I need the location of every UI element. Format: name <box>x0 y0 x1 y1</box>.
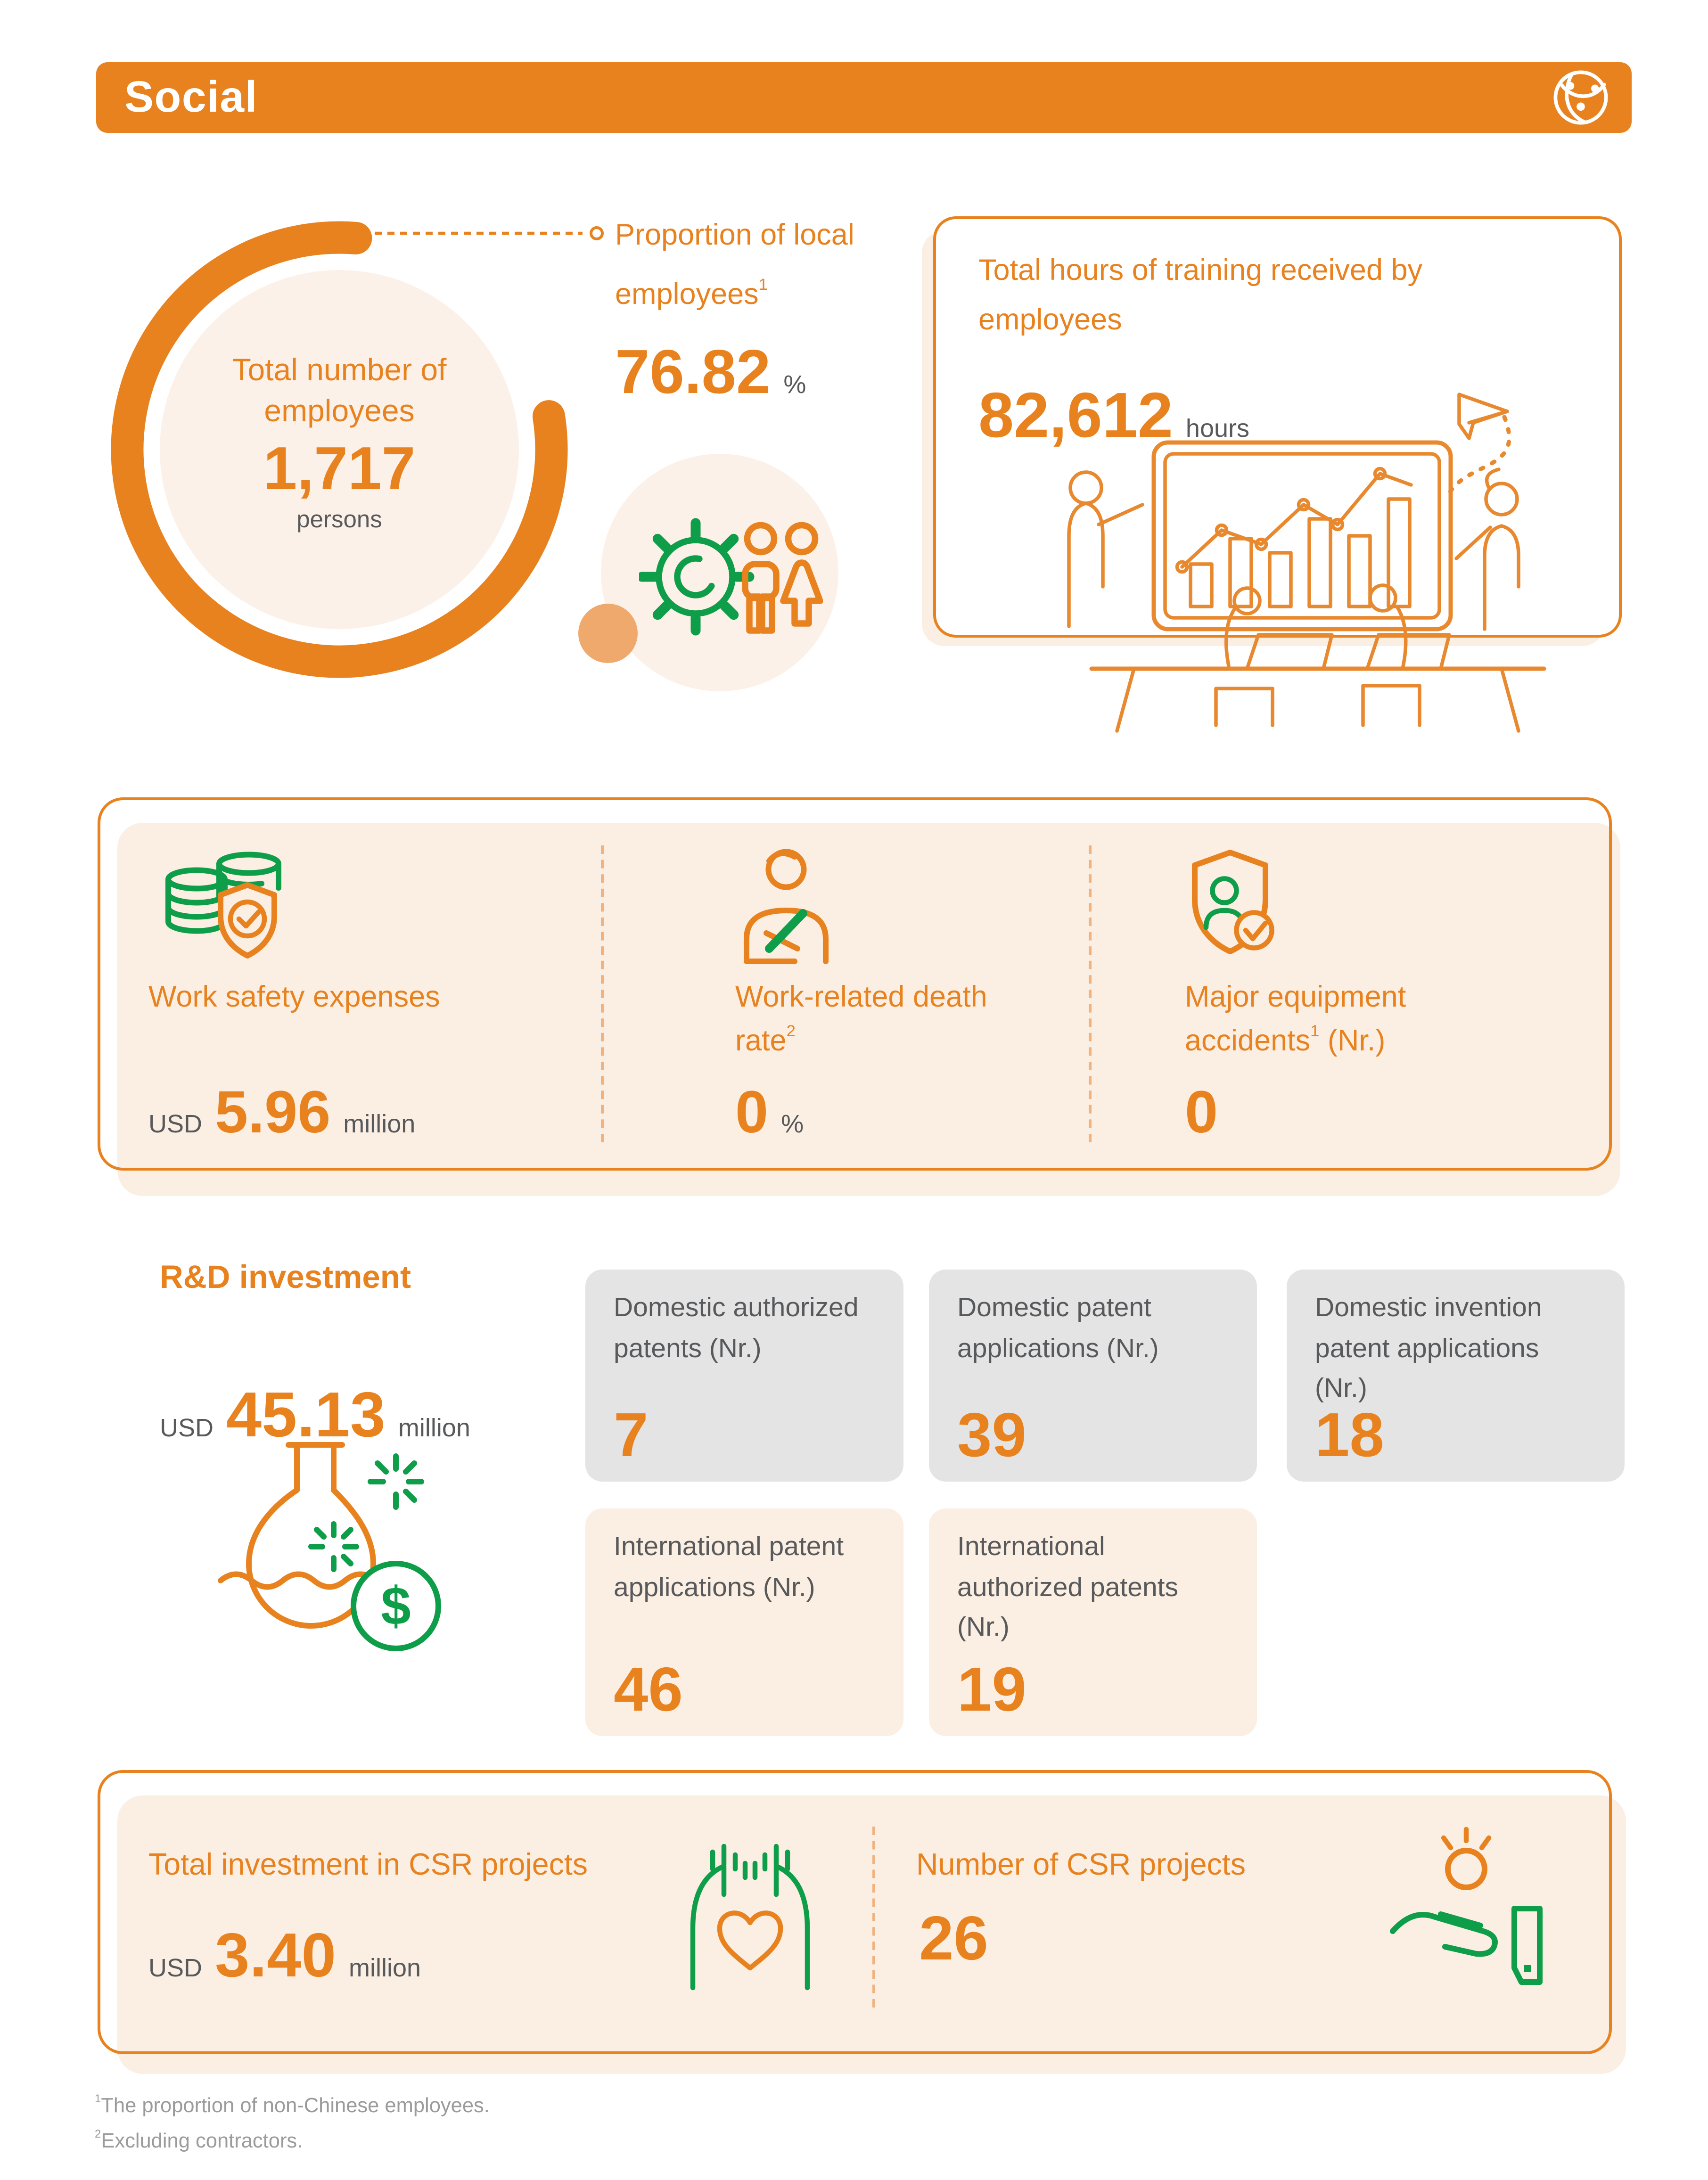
footnote-1: 1The proportion of non-Chinese employees… <box>95 2092 490 2118</box>
safety-divider-2 <box>1089 845 1092 1142</box>
local-employees-label: Proportion of local employees1 <box>615 219 854 311</box>
csr-projects-value: 26 <box>919 1908 988 1971</box>
patent-box-domestic-invention: Domestic invention patent applications (… <box>1287 1270 1625 1482</box>
header-bar: Social <box>96 62 1632 133</box>
work-safety-number: 5.96 <box>215 1079 331 1145</box>
page-title: Social <box>124 72 258 122</box>
employees-total-value: 1,717 <box>263 435 416 504</box>
globe-network-icon <box>1550 66 1612 129</box>
patent-label: Domestic patent applications (Nr.) <box>957 1294 1159 1364</box>
work-safety-prefix: USD <box>148 1110 203 1138</box>
sparkle-2 <box>308 1521 359 1572</box>
equipment-accidents-label: Major equipment accidents1 (Nr.) <box>1185 981 1406 1058</box>
local-employees-stat: Proportion of local employees1 76.82 % <box>615 206 884 404</box>
flask-dollar-icon: $ <box>215 1439 448 1665</box>
shield-person-check-icon <box>1182 845 1278 964</box>
safety-divider-1 <box>601 845 604 1142</box>
rnd-suffix: million <box>398 1414 470 1442</box>
local-employees-unit: % <box>783 370 806 399</box>
patent-box-intl-applications: International patent applications (Nr.) … <box>585 1508 903 1736</box>
safety-box-frame <box>98 797 1612 1171</box>
csr-investment-suffix: million <box>348 1954 421 1982</box>
hand-coin-icon <box>1379 1824 1555 1993</box>
patent-value: 18 <box>1315 1401 1384 1470</box>
patent-box-domestic-authorized: Domestic authorized patents (Nr.) 7 <box>585 1270 903 1482</box>
work-safety-label: Work safety expenses <box>148 981 440 1014</box>
employees-donut <box>102 212 577 687</box>
csr-projects-label: Number of CSR projects <box>916 1848 1246 1882</box>
employees-total-label: Total number of employees <box>232 352 447 428</box>
training-value: 82,612 <box>978 379 1173 451</box>
safety-box-fill <box>117 823 1620 1196</box>
connector-dashed-line <box>356 221 614 246</box>
training-illustration <box>1035 386 1601 737</box>
injured-person-icon <box>730 845 840 964</box>
training-label: Total hours of training received by empl… <box>978 254 1423 336</box>
csr-investment-value: USD 3.40 million <box>148 1921 421 1991</box>
accent-dot <box>578 604 638 663</box>
local-employees-value: 76.82 <box>615 338 771 407</box>
patent-box-intl-authorized: International authorized patents (Nr.) 1… <box>929 1508 1257 1736</box>
patent-value: 46 <box>614 1655 683 1725</box>
csr-projects-number: 26 <box>919 1904 988 1974</box>
death-rate-suffix: % <box>781 1110 804 1138</box>
employees-total: Total number of employees 1,717 persons <box>161 351 517 535</box>
training-card: Total hours of training received by empl… <box>933 216 1622 733</box>
death-rate-number: 0 <box>735 1079 769 1145</box>
patent-label: International authorized patents (Nr.) <box>957 1533 1179 1643</box>
csr-investment-number: 3.40 <box>215 1921 336 1991</box>
csr-box-fill <box>117 1795 1626 2074</box>
patent-label: Domestic invention patent applications (… <box>1315 1294 1542 1404</box>
training-unit: hours <box>1185 414 1250 443</box>
death-rate-label: Work-related death rate2 <box>735 981 987 1058</box>
footnote-2: 2Excluding contractors. <box>95 2127 303 2153</box>
donut-inner-circle <box>160 270 519 629</box>
coins-shield-icon <box>158 848 293 964</box>
svg-text:$: $ <box>381 1576 411 1636</box>
work-safety-value: USD 5.96 million <box>148 1079 416 1145</box>
patent-value: 19 <box>957 1655 1026 1725</box>
rnd-prefix: USD <box>160 1414 214 1442</box>
equipment-accidents-number: 0 <box>1185 1079 1218 1145</box>
patent-label: Domestic authorized patents (Nr.) <box>614 1294 859 1364</box>
gear-people-icon <box>639 503 823 638</box>
csr-investment-prefix: USD <box>148 1954 203 1982</box>
patent-box-domestic-applications: Domestic patent applications (Nr.) 39 <box>929 1270 1257 1482</box>
employees-total-unit: persons <box>296 506 382 533</box>
rnd-title: R&D investment <box>160 1258 411 1295</box>
hands-heart-icon <box>676 1829 824 1992</box>
patent-value: 39 <box>957 1401 1026 1470</box>
rnd-number: 45.13 <box>226 1378 386 1451</box>
csr-investment-label: Total investment in CSR projects <box>148 1848 588 1882</box>
footnotes: 1The proportion of non-Chinese employees… <box>95 2090 490 2160</box>
patent-value: 7 <box>614 1401 649 1470</box>
work-safety-suffix: million <box>343 1110 416 1138</box>
sparkle-1 <box>368 1453 424 1510</box>
death-rate-value: 0 % <box>735 1079 804 1145</box>
donut-ring <box>111 221 568 678</box>
rnd-value: USD 45.13 million <box>160 1383 470 1446</box>
patent-label: International patent applications (Nr.) <box>614 1533 844 1603</box>
equipment-accidents-value: 0 <box>1185 1079 1218 1145</box>
csr-divider <box>872 1827 875 2008</box>
csr-box-frame <box>98 1770 1612 2054</box>
